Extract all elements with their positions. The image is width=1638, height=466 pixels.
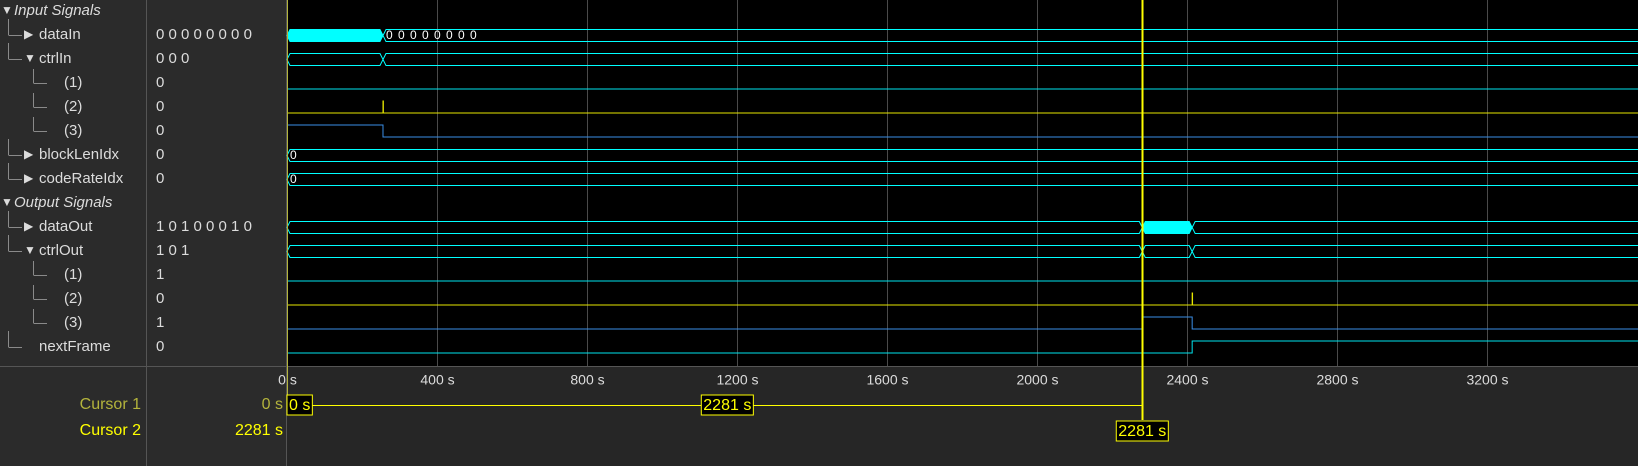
signal-value: 0 [156,122,164,139]
signal-name: (2) [64,98,82,115]
cursor-tag: 2281 s [1118,423,1166,440]
cursor-tag: 0 s [289,397,310,414]
bit-wave [287,124,1638,138]
time-tick-label: 2400 s [1166,372,1208,388]
signal-name: nextFrame [39,338,111,355]
signal-name: dataOut [39,218,93,235]
bus-label: 0 [290,148,298,162]
signal-value: 1 0 1 [156,242,189,259]
signal-name: (1) [64,74,82,91]
cursor-name: Cursor 1 [80,396,141,413]
signal-name: blockLenIdx [39,146,120,163]
signal-name: ctrlOut [39,242,84,259]
signal-value: 0 [156,98,164,115]
signal-name: dataIn [39,26,81,43]
signal-name: (2) [64,290,82,307]
signal-value: 0 [156,146,164,163]
bus-segment [286,29,384,42]
axis-panel [287,366,1638,466]
signal-name: ctrlIn [39,50,72,67]
time-tick-label: 1600 s [866,372,908,388]
cursor-value: 2281 s [235,422,283,439]
bus-segment [286,173,1638,186]
signal-value: 0 0 0 [156,50,189,67]
expander: ▶ [24,171,34,185]
expander: ▶ [24,27,34,41]
cursor-delta-box [700,394,754,416]
bus-segment [382,53,1638,66]
bus-segment [382,29,1638,42]
signal-name: (3) [64,122,82,139]
signal-name: codeRateIdx [39,170,124,187]
bit-wave [287,340,1638,354]
bus-label: 0 [290,172,298,186]
value-panel [146,0,287,466]
cursor-value: 0 s [262,396,283,413]
cursor-name: Cursor 2 [80,422,141,439]
name-panel [0,0,146,466]
time-tick-label: 800 s [570,372,604,388]
signal-value: 0 [156,74,164,91]
signal-value: 1 [156,314,164,331]
signal-value: 1 [156,266,164,283]
signal-name: (1) [64,266,82,283]
expander: ▼ [24,51,36,65]
signal-value: 1 0 1 0 0 0 1 0 [156,218,252,235]
bus-segment [1191,221,1638,234]
bus-segment [1191,245,1638,258]
bit-wave [287,292,1638,306]
time-tick-label: 3200 s [1466,372,1508,388]
signal-value: 0 [156,170,164,187]
group-name: Input Signals [14,2,101,19]
time-tick-label: 400 s [420,372,454,388]
expander: ▼ [1,3,13,17]
bit-wave [287,316,1638,330]
bus-segment [286,149,1638,162]
expander: ▶ [24,147,34,161]
time-tick-label: 2800 s [1316,372,1358,388]
expander: ▼ [24,243,36,257]
wave-panel [287,0,1638,366]
signal-value: 0 [156,290,164,307]
bus-label: 0 0 0 0 0 0 0 0 [386,28,478,42]
bit-wave [287,100,1638,114]
expander: ▶ [24,219,34,233]
signal-value: 0 0 0 0 0 0 0 0 [156,26,252,43]
cursor-tag-box [1115,420,1169,442]
signal-name: (3) [64,314,82,331]
group-name: Output Signals [14,194,113,211]
cursor-delta: 2281 s [703,397,751,414]
signal-value: 0 [156,338,164,355]
bus-segment [1141,221,1193,234]
time-tick-label: 1200 s [716,372,758,388]
time-tick-label: 2000 s [1016,372,1058,388]
expander: ▼ [1,195,13,209]
